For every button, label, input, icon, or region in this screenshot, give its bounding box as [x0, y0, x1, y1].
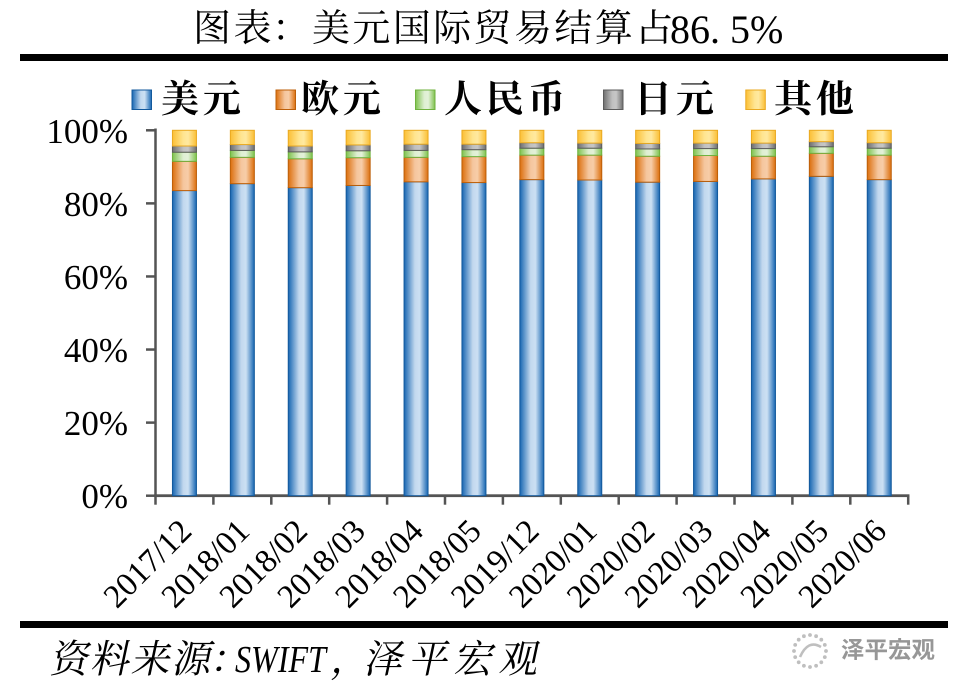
svg-text:80%: 80%: [64, 185, 128, 224]
svg-text:100%: 100%: [46, 112, 128, 151]
svg-text:SWIFT: SWIFT: [235, 639, 328, 681]
svg-text:20%: 20%: [64, 404, 128, 443]
svg-text:86. 5%: 86. 5%: [670, 7, 783, 52]
svg-text:60%: 60%: [64, 258, 128, 297]
svg-text:40%: 40%: [64, 331, 128, 370]
svg-text:0%: 0%: [81, 477, 128, 516]
